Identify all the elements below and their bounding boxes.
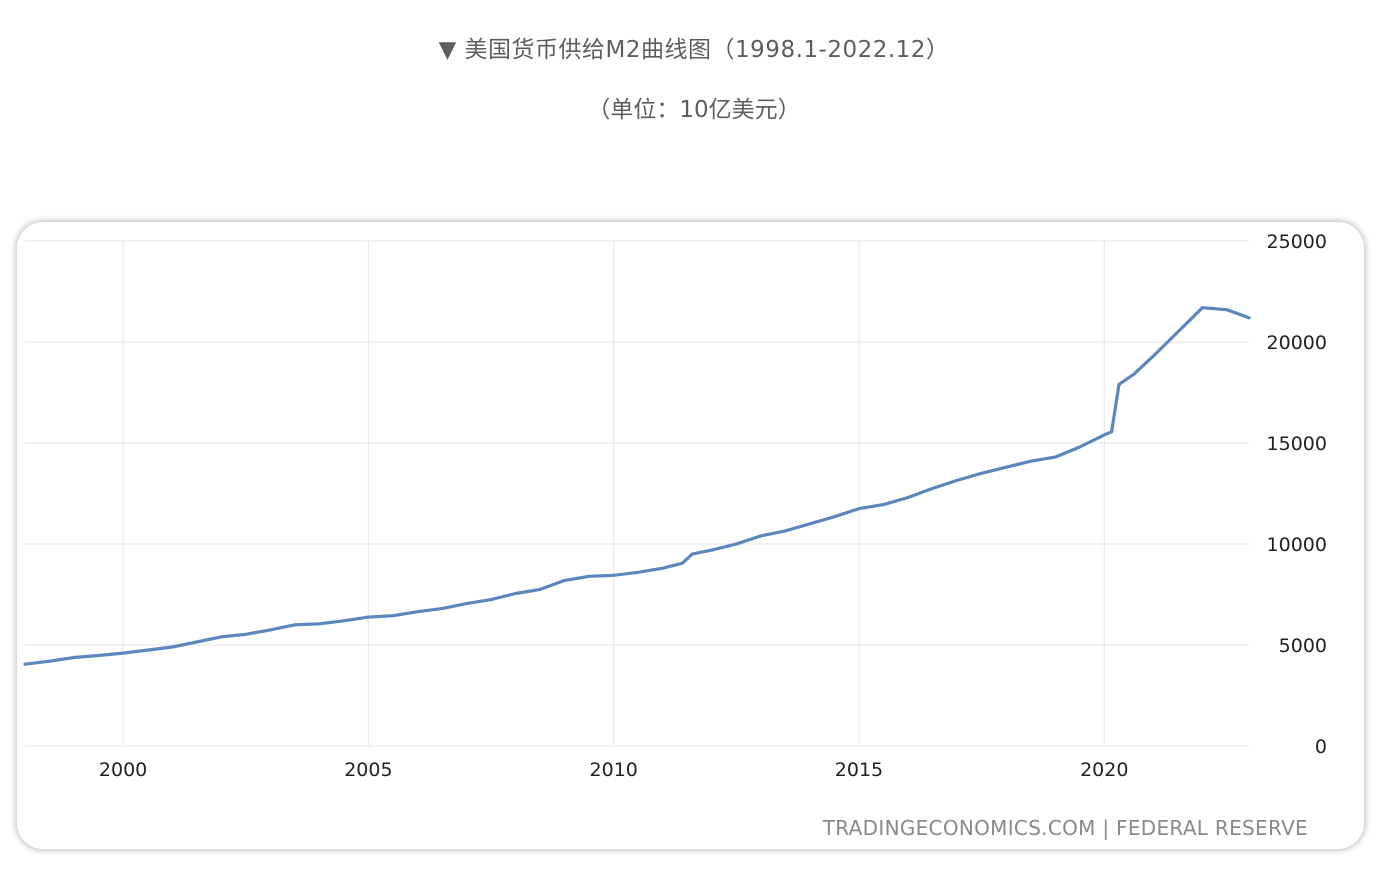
y-tick-label: 15000 (1267, 433, 1327, 455)
y-tick-label: 5000 (1279, 635, 1327, 657)
y-tick-label: 10000 (1267, 534, 1327, 556)
y-tick-label: 25000 (1267, 231, 1327, 253)
source-credit: TRADINGECONOMICS.COM | FEDERAL RESERVE (822, 816, 1308, 840)
x-tick-label: 2010 (590, 759, 638, 781)
m2-line-chart: 2000 2005 2010 2015 2020 0 5000 10000 15000 2000… (23, 231, 1327, 840)
x-tick-label: 2005 (344, 759, 392, 781)
figure-unit-note: （单位：10亿美元） (587, 97, 801, 123)
x-tick-label: 2000 (99, 759, 147, 781)
grid-layer (25, 240, 1249, 747)
figure-title: ▼ 美国货币供给M2曲线图（1998.1-2022.12） (438, 37, 950, 63)
y-tick-label: 0 (1315, 736, 1327, 758)
y-axis-ticks: 0 5000 10000 15000 20000 25000 (1267, 231, 1327, 758)
y-tick-label: 20000 (1267, 332, 1327, 354)
x-tick-label: 2015 (835, 759, 883, 781)
chart-card: 2000 2005 2010 2015 2020 0 5000 10000 15000 2000… (17, 222, 1364, 849)
x-tick-label: 2020 (1080, 759, 1128, 781)
m2-series-line (23, 306, 1251, 666)
x-axis-ticks: 2000 2005 2010 2015 2020 (99, 759, 1129, 781)
